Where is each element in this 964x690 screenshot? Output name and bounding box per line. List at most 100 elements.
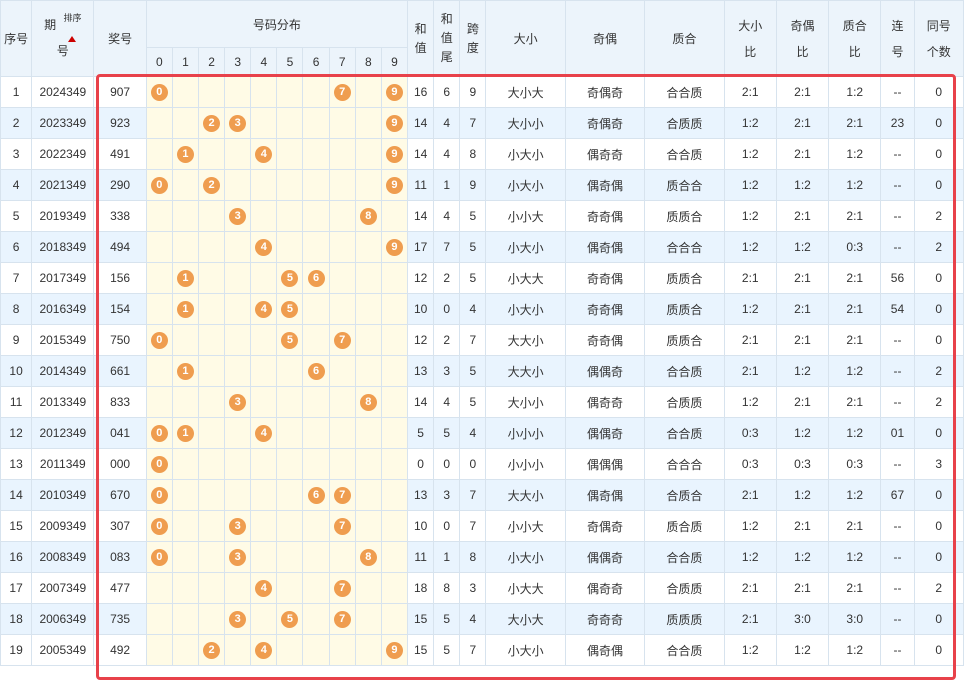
cell-same: 3 — [913, 448, 964, 480]
cell-sum-tail: 4 — [433, 138, 461, 170]
sort-label: 排序 — [63, 13, 82, 23]
header-oe-ratio: 奇偶比 — [775, 0, 830, 77]
cell-primecomp: 合合质 — [644, 76, 725, 108]
cell-primecomp: 合合质 — [644, 634, 725, 666]
cell-size: 小小大 — [485, 510, 566, 542]
cell-span: 4 — [459, 603, 487, 635]
distribution-cell-2 — [197, 355, 226, 387]
distribution-cell-9 — [380, 262, 409, 294]
cell-oe-ratio: 2:1 — [775, 262, 830, 294]
table-row: 18 2006349 735 3 5 7 15 5 4 大小大 奇奇奇 质质质 2:1 3:0 3:0 -- 0 — [0, 603, 964, 635]
header-digit-3: 3 — [224, 47, 252, 77]
cell-pc-ratio: 1:2 — [828, 634, 882, 666]
cell-issue: 2022349 — [31, 138, 95, 170]
distribution-cell-8 — [354, 262, 382, 294]
cell-oe-ratio: 1:2 — [775, 417, 830, 449]
distribution-cell-5 — [276, 479, 304, 511]
distribution-cell-3 — [224, 572, 252, 604]
cell-pc-ratio: 2:1 — [828, 200, 882, 232]
distribution-cell-8 — [354, 479, 382, 511]
distribution-cell-5 — [276, 76, 304, 108]
cell-sum-tail: 2 — [433, 262, 461, 294]
header-tail-label: 和 — [440, 12, 453, 26]
distribution-cell-9: 9 — [380, 634, 409, 666]
distribution-cell-1 — [171, 107, 199, 139]
header-span: 跨度 — [459, 0, 487, 77]
distribution-cell-5 — [276, 169, 304, 201]
header-size-ratio-label-2: 比 — [744, 44, 757, 59]
header-oe-ratio-label: 奇偶 — [790, 18, 815, 33]
cell-prize: 661 — [93, 355, 147, 387]
distribution-cell-8 — [354, 76, 382, 108]
cell-same: 0 — [913, 417, 964, 449]
cell-span: 5 — [459, 200, 487, 232]
distribution-cell-1: 1 — [171, 417, 199, 449]
distribution-cell-6: 6 — [302, 479, 330, 511]
distribution-cell-8 — [354, 107, 382, 139]
distribution-cell-4: 4 — [250, 634, 278, 666]
distribution-cell-9 — [380, 572, 409, 604]
distribution-cell-0: 0 — [145, 417, 173, 449]
header-digit-9: 9 — [380, 47, 409, 77]
cell-same: 0 — [913, 541, 964, 573]
cell-consec: -- — [880, 541, 915, 573]
cell-primecomp: 合合质 — [644, 541, 725, 573]
number-ball: 9 — [385, 641, 403, 659]
cell-sum-tail: 6 — [433, 76, 461, 108]
distribution-cell-9 — [380, 541, 409, 573]
cell-consec: 01 — [880, 417, 915, 449]
cell-sum: 14 — [407, 138, 435, 170]
distribution-cell-2 — [197, 448, 226, 480]
distribution-cell-6 — [302, 107, 330, 139]
cell-primecomp: 质质合 — [644, 293, 725, 325]
distribution-cell-1 — [171, 634, 199, 666]
header-tail-label-3: 尾 — [440, 50, 453, 64]
number-ball: 8 — [359, 207, 377, 225]
cell-primecomp: 合质合 — [644, 479, 725, 511]
distribution-cell-7 — [328, 107, 356, 139]
cell-same: 0 — [913, 107, 964, 139]
distribution-cell-2: 2 — [197, 634, 226, 666]
distribution-cell-7: 7 — [328, 603, 356, 635]
distribution-cell-5 — [276, 231, 304, 263]
distribution-cell-3: 3 — [224, 386, 252, 418]
table-row: 16 2008349 083 0 3 8 11 1 8 小大小 偶偶奇 合合质 1:2 1:2 1:2 -- 0 — [0, 541, 964, 573]
cell-size-ratio: 2:1 — [723, 355, 777, 387]
distribution-cell-8 — [354, 324, 382, 356]
cell-sum: 11 — [407, 169, 435, 201]
distribution-cell-4: 4 — [250, 417, 278, 449]
cell-issue: 2024349 — [31, 76, 95, 108]
cell-same: 0 — [913, 293, 964, 325]
header-pc-ratio-label-2: 比 — [848, 44, 861, 59]
cell-consec: 67 — [880, 479, 915, 511]
cell-prize: 735 — [93, 603, 147, 635]
cell-seq: 12 — [0, 417, 33, 449]
header-seq-label: 序号 — [4, 32, 29, 46]
distribution-cell-8 — [354, 603, 382, 635]
header-issue-label-2: 号 — [56, 44, 69, 58]
cell-consec: -- — [880, 572, 915, 604]
distribution-cell-9: 9 — [380, 138, 409, 170]
header-prize-label: 奖号 — [108, 32, 133, 46]
distribution-cell-8 — [354, 417, 382, 449]
cell-seq: 6 — [0, 231, 33, 263]
cell-same: 0 — [913, 510, 964, 542]
cell-pc-ratio: 2:1 — [828, 107, 882, 139]
distribution-cell-3 — [224, 169, 252, 201]
header-issue-label: 期 — [44, 18, 57, 32]
header-pc-ratio: 质合比 — [828, 0, 882, 77]
sort-up-arrow-icon — [68, 36, 77, 42]
cell-primecomp: 质合质 — [644, 510, 725, 542]
cell-sum-tail: 5 — [433, 603, 461, 635]
table-row: 4 2021349 290 0 2 9 11 1 9 小大小 偶奇偶 质合合 1:2 1:2 1:2 -- 0 — [0, 169, 964, 201]
sort-toggle[interactable]: 排序 — [63, 13, 82, 42]
cell-oe-ratio: 1:2 — [775, 479, 830, 511]
cell-size-ratio: 1:2 — [723, 541, 777, 573]
header-issue[interactable]: 期 排序 号 — [31, 0, 95, 77]
distribution-cell-4 — [250, 448, 278, 480]
cell-prize: 000 — [93, 448, 147, 480]
header-same: 同号 个数 — [913, 0, 964, 77]
cell-size: 小小小 — [485, 448, 566, 480]
header-oe-ratio-label-2: 比 — [796, 44, 809, 59]
cell-consec: -- — [880, 510, 915, 542]
